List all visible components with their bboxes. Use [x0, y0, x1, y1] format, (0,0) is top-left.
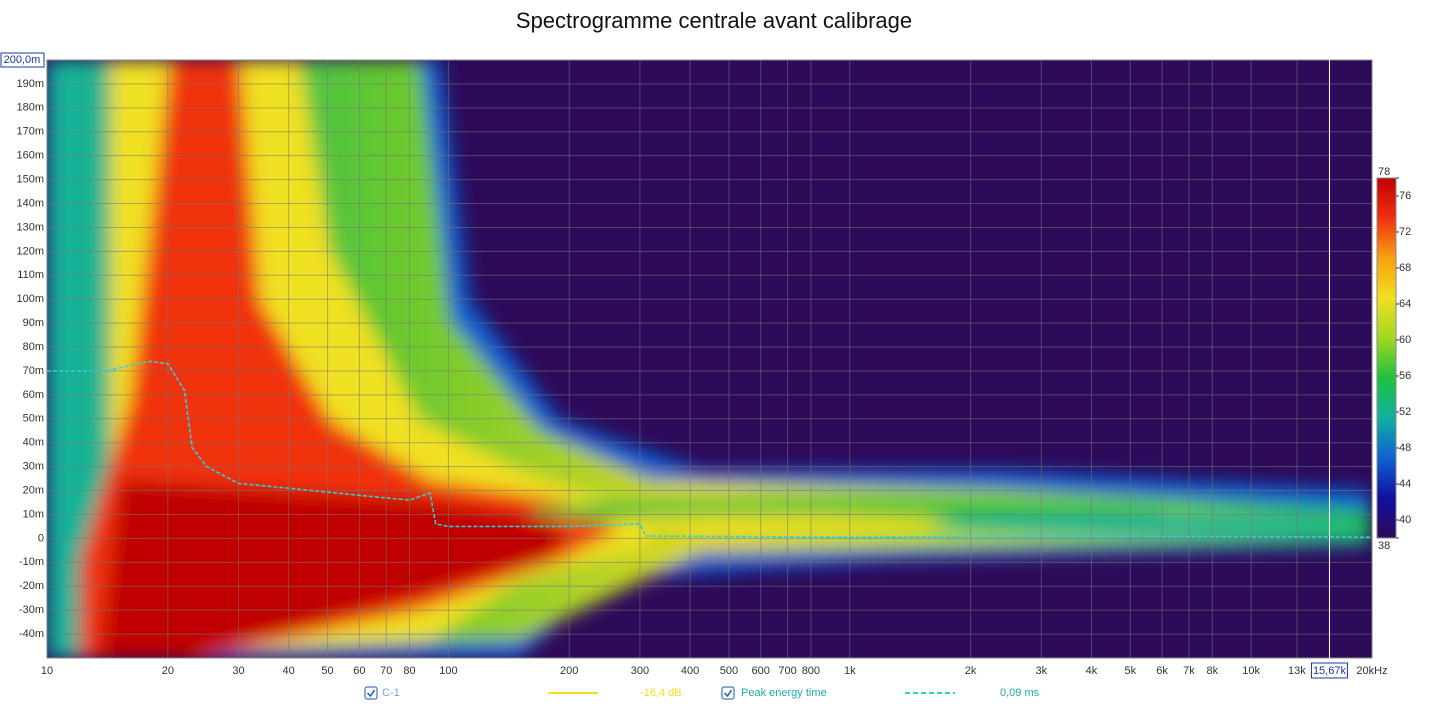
y-tick-label: -20m: [19, 580, 44, 592]
legend-label: Peak energy time: [741, 687, 827, 699]
x-tick-label: 400: [681, 665, 699, 677]
cursor-x-box: [1310, 662, 1348, 679]
cursor-x-label: 15,67k: [1313, 665, 1347, 677]
x-tick-label: 5k: [1125, 665, 1137, 677]
x-tick-label: 3k: [1035, 665, 1047, 677]
x-tick-label: 1k: [844, 665, 856, 677]
y-tick-label: 190m: [16, 78, 44, 90]
y-tick-label: 40m: [23, 437, 44, 449]
color-tick-label: 68: [1399, 262, 1411, 274]
x-tick-label: 50: [321, 665, 333, 677]
checkmark: [366, 689, 376, 698]
x-tick-label: 80: [403, 665, 415, 677]
y-tick-label: -30m: [19, 604, 44, 616]
x-tick-label: 7k: [1183, 665, 1195, 677]
legend-value: 0,09 ms: [1000, 687, 1040, 699]
x-tick-label: 40: [283, 665, 295, 677]
y-tick-label: 90m: [23, 317, 44, 329]
color-tick-label: 38: [1378, 540, 1390, 552]
x-tick-label: 2k: [965, 665, 977, 677]
y-tick-label: -40m: [19, 628, 44, 640]
x-tick-label: 60: [353, 665, 365, 677]
y-tick-label: 180m: [16, 102, 44, 114]
y-tick-label: 120m: [16, 245, 44, 257]
chart-title: Spectrogramme centrale avant calibrage: [516, 8, 912, 33]
color-tick-label: 56: [1399, 370, 1411, 382]
y-tick-label: 170m: [16, 126, 44, 138]
color-tick-label: 64: [1399, 298, 1411, 310]
color-tick-label: 60: [1399, 334, 1411, 346]
y-tick-label: 130m: [16, 221, 44, 233]
y-tick-label: 20m: [23, 484, 44, 496]
legend-label: C-1: [382, 687, 400, 699]
y-tick-label: 60m: [23, 389, 44, 401]
y-tick-label: 10m: [23, 508, 44, 520]
x-tick-label: 10k: [1242, 665, 1260, 677]
x-tick-label: 800: [802, 665, 820, 677]
y-tick-label: 80m: [23, 341, 44, 353]
x-tick-label: 10: [41, 665, 53, 677]
cursor-y-label: 200,0m: [4, 54, 41, 66]
y-tick-label: 50m: [23, 413, 44, 425]
x-tick-label: 8k: [1206, 665, 1218, 677]
color-tick-label: 44: [1399, 478, 1411, 490]
x-tick-label: 20kHz: [1356, 665, 1387, 677]
y-tick-label: 110m: [17, 269, 44, 281]
heatmap: [47, 60, 1372, 658]
color-bar: [1376, 177, 1397, 539]
y-tick-label: 30m: [23, 461, 44, 473]
color-tick-label: 78: [1378, 166, 1390, 178]
y-tick-label: 160m: [16, 150, 44, 162]
x-tick-label: 13k: [1288, 665, 1306, 677]
cursor-y-box: [0, 52, 45, 68]
x-tick-label: 6k: [1156, 665, 1168, 677]
y-tick-label: 0: [38, 532, 44, 544]
x-tick-label: 4k: [1086, 665, 1098, 677]
checkbox[interactable]: [721, 686, 735, 700]
color-tick-label: 76: [1399, 190, 1411, 202]
checkmark: [723, 689, 733, 698]
x-tick-label: 500: [720, 665, 738, 677]
y-tick-label: 100m: [16, 293, 44, 305]
x-tick-label: 30: [232, 665, 244, 677]
y-tick-label: 140m: [16, 197, 44, 209]
checkbox[interactable]: [364, 686, 378, 700]
x-tick-label: 300: [631, 665, 649, 677]
x-tick-label: 600: [752, 665, 770, 677]
peak-energy-line: [47, 360, 1372, 539]
y-tick-label: 150m: [16, 174, 44, 186]
x-tick-label: 200: [560, 665, 578, 677]
color-tick-label: 72: [1399, 226, 1411, 238]
x-tick-label: 700: [778, 665, 796, 677]
x-tick-label: 70: [380, 665, 392, 677]
color-tick-label: 48: [1399, 442, 1411, 454]
color-tick-label: 40: [1399, 514, 1411, 526]
y-tick-label: 70m: [23, 365, 44, 377]
legend-value: -16,4 dB: [640, 687, 682, 699]
x-tick-label: 20: [162, 665, 174, 677]
y-tick-label: -10m: [19, 556, 44, 568]
x-tick-label: 100: [439, 665, 457, 677]
color-tick-label: 52: [1399, 406, 1411, 418]
